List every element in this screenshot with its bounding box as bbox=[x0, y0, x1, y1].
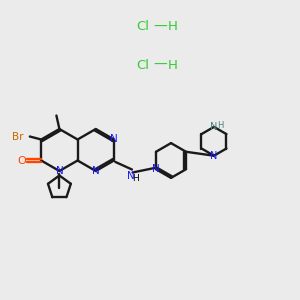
Text: H: H bbox=[217, 121, 223, 130]
Text: N: N bbox=[56, 166, 63, 176]
Text: N: N bbox=[127, 171, 134, 181]
Text: O: O bbox=[17, 155, 26, 166]
Text: Cl: Cl bbox=[136, 20, 149, 34]
Text: Br: Br bbox=[12, 131, 23, 142]
Text: N: N bbox=[152, 164, 160, 174]
Text: Cl: Cl bbox=[136, 58, 149, 72]
Text: N: N bbox=[110, 134, 118, 145]
Text: N: N bbox=[210, 151, 218, 161]
Text: N: N bbox=[92, 166, 100, 176]
Text: —: — bbox=[153, 20, 167, 34]
Text: H: H bbox=[168, 20, 178, 34]
Text: N: N bbox=[210, 122, 218, 132]
Text: —: — bbox=[153, 58, 167, 72]
Text: H: H bbox=[168, 58, 178, 72]
Text: H: H bbox=[133, 174, 139, 183]
